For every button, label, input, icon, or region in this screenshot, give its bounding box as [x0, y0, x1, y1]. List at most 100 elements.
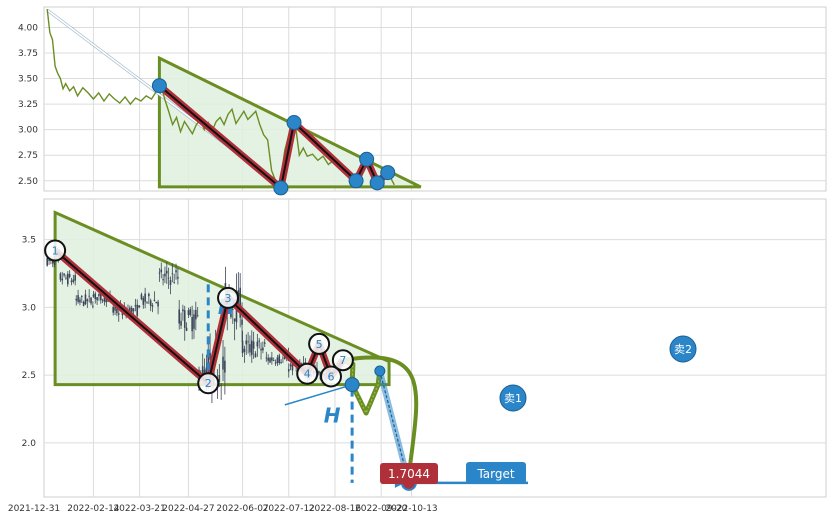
candle-body	[149, 300, 152, 306]
top-y-tick-label: 4.00	[18, 23, 38, 33]
candle-body	[134, 305, 137, 307]
candle-body	[247, 341, 249, 343]
candle-body	[66, 273, 69, 285]
candle-body	[167, 277, 170, 279]
candle-body	[59, 273, 62, 280]
target-price-badge	[380, 463, 438, 484]
x-tick-label: 2022-03-21	[113, 504, 165, 514]
candle-body	[101, 299, 104, 301]
candle-body	[94, 293, 97, 300]
top-pivot-point-0	[151, 78, 167, 94]
candle-body	[254, 353, 257, 358]
target-label-box	[466, 462, 526, 484]
candle-body	[280, 361, 282, 363]
sell-bubble-2	[669, 335, 697, 363]
candle-body	[86, 299, 89, 302]
candle-body	[191, 317, 193, 332]
candle-body	[92, 294, 95, 297]
bottom-y-tick-label: 3.5	[22, 236, 36, 246]
candle-body	[92, 305, 94, 307]
candle-body	[183, 310, 186, 328]
candle-body	[162, 279, 164, 281]
candle-body	[278, 355, 281, 364]
projection-curve-arrow	[342, 355, 419, 476]
pivot-label-4: 4	[304, 368, 311, 381]
projection-height-label: H	[324, 404, 341, 428]
candle-body	[74, 275, 76, 281]
x-tick-label: 2021-12-31	[8, 504, 60, 514]
candle-body	[260, 348, 262, 351]
candle-body	[267, 357, 269, 361]
bottom-y-tick-label: 2.5	[22, 371, 36, 381]
candle-body	[271, 357, 273, 361]
pivot-label-1: 1	[52, 244, 59, 257]
sell-bubble-1	[499, 384, 527, 412]
pivot-label-3: 3	[225, 292, 232, 305]
candle-body	[274, 362, 277, 364]
candle-body	[258, 340, 260, 342]
candle-body	[241, 340, 244, 354]
x-tick-label: 2022-09-20	[355, 504, 408, 514]
candle-body	[136, 304, 139, 316]
candle-body	[90, 297, 92, 304]
sell1-point	[344, 377, 360, 393]
candle-body	[231, 309, 234, 310]
target-price-text: 1.7044	[388, 467, 430, 481]
candle-body	[187, 310, 190, 315]
candle-body	[249, 344, 251, 353]
candle-body	[185, 327, 188, 331]
candle-body	[269, 358, 271, 363]
sell2-point	[374, 365, 386, 377]
candle-body	[189, 309, 192, 316]
bottom-y-tick-label: 3.0	[22, 303, 37, 313]
candle-body	[99, 293, 102, 301]
candle-body	[289, 364, 292, 367]
candle-body	[61, 278, 64, 281]
candle-body	[151, 305, 154, 307]
top-y-tick-label: 2.50	[18, 177, 38, 187]
candle-body	[155, 301, 158, 304]
candle-body	[68, 273, 71, 278]
candle-body	[272, 359, 275, 361]
top-pivot-point-1	[273, 180, 289, 196]
candle-body	[193, 314, 195, 329]
candle-body	[132, 308, 135, 312]
candle-body	[262, 347, 264, 351]
candle-body	[48, 259, 50, 262]
candle-body	[291, 363, 294, 371]
x-tick-label: 2022-06-07	[216, 504, 268, 514]
pivot-circle-4	[296, 362, 319, 385]
candle-body	[53, 259, 56, 266]
top-y-tick-label: 3.00	[18, 126, 38, 136]
candle-body	[276, 357, 279, 364]
pivot-label-2: 2	[205, 377, 212, 390]
candle-body	[103, 295, 106, 302]
candle-body	[79, 299, 81, 303]
x-tick-label: 2022-08-16	[309, 504, 362, 514]
sell-label-1: 卖1	[504, 392, 522, 405]
candle-body	[46, 257, 48, 266]
candle-body	[230, 302, 232, 318]
pivot-circle-1	[44, 239, 67, 262]
pivot-circle-3	[217, 286, 240, 309]
candle-body	[178, 309, 180, 324]
candle-body	[148, 293, 150, 297]
candle-body	[209, 352, 211, 360]
candle-body	[218, 375, 221, 382]
candle-body	[96, 297, 98, 301]
candle-body	[220, 385, 222, 386]
candle-body	[138, 306, 141, 307]
candle-body	[195, 309, 197, 320]
candle-body	[177, 276, 179, 279]
top-y-tick-label: 3.50	[18, 75, 38, 85]
pivot-circle-6	[320, 365, 342, 388]
pivot-label-6: 6	[328, 370, 335, 383]
candle-body	[265, 357, 268, 359]
pivot-circle-7	[331, 349, 354, 372]
candle-body	[175, 270, 177, 273]
candle-body	[157, 301, 159, 307]
candle-body	[116, 308, 118, 314]
candle-body	[77, 295, 79, 302]
candle-body	[82, 301, 85, 306]
